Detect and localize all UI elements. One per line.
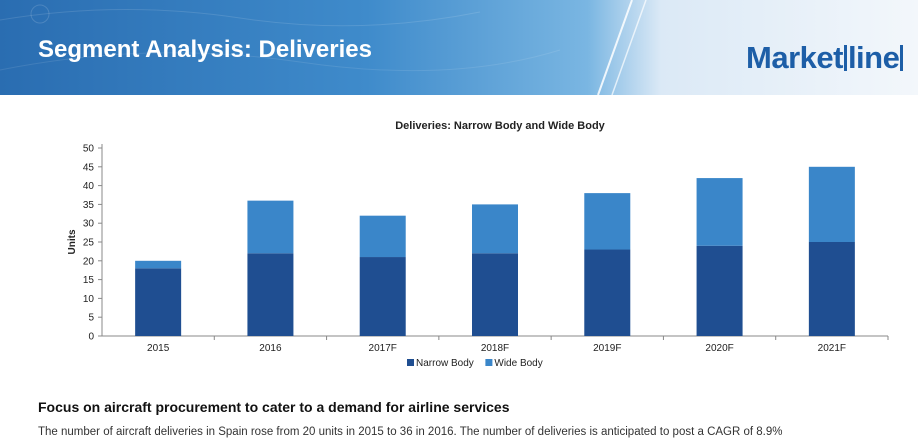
- logo-text-boxed: line: [843, 42, 904, 73]
- bar-wide-body: [808, 166, 855, 242]
- page-title: Segment Analysis: Deliveries: [38, 36, 372, 63]
- y-tick-label: 10: [83, 294, 95, 305]
- bar-narrow-body: [808, 242, 855, 336]
- x-tick-label: 2021F: [818, 343, 846, 354]
- chart-title: Deliveries: Narrow Body and Wide Body: [395, 120, 605, 132]
- bar-narrow-body: [696, 245, 743, 336]
- bar-wide-body: [472, 204, 518, 254]
- bar-wide-body: [696, 178, 743, 246]
- body-paragraph: The number of aircraft deliveries in Spa…: [38, 426, 783, 438]
- bar-narrow-body: [135, 268, 182, 336]
- marketline-logo: Market line: [746, 40, 904, 76]
- bar-narrow-body: [247, 253, 294, 336]
- legend-swatch-narrow-body: [407, 359, 414, 366]
- y-tick-label: 45: [83, 162, 95, 173]
- bar-wide-body: [135, 260, 182, 269]
- legend-swatch-wide-body: [485, 359, 493, 366]
- chart-container: Deliveries: Narrow Body and Wide Body 0 5 1…: [0, 95, 918, 385]
- x-tick-label: 2019F: [593, 343, 621, 354]
- y-tick-label: 50: [83, 144, 95, 155]
- x-tick-label: 2018F: [481, 343, 509, 354]
- bar-narrow-body: [584, 249, 631, 336]
- y-axis-label: Units: [67, 229, 78, 254]
- logo-text-main: Market: [746, 40, 843, 75]
- bar-wide-body: [359, 215, 406, 258]
- x-tick-label: 2015: [147, 343, 170, 354]
- y-tick-label: 5: [88, 313, 94, 324]
- x-tick-label: 2016: [259, 343, 282, 354]
- bar-wide-body: [584, 193, 631, 250]
- y-tick-label: 40: [83, 181, 95, 192]
- bar-narrow-body: [359, 257, 406, 336]
- y-tick-label: 0: [88, 332, 94, 343]
- legend-label-wide-body: Wide Body: [494, 358, 542, 369]
- banner-decoration: [0, 0, 647, 95]
- deliveries-chart: Deliveries: Narrow Body and Wide Body 0 5 1…: [67, 120, 889, 369]
- legend-label-narrow-body: Narrow Body: [416, 358, 474, 369]
- y-tick-label: 15: [83, 275, 95, 286]
- bar-narrow-body: [472, 253, 518, 336]
- bar-wide-body: [247, 200, 294, 254]
- y-tick-label: 35: [83, 200, 95, 211]
- x-tick-label: 2020F: [705, 343, 733, 354]
- section-heading: Focus on aircraft procurement to cater t…: [38, 399, 510, 415]
- header-banner: Segment Analysis: Deliveries Market line: [0, 0, 918, 95]
- y-tick-label: 20: [83, 256, 95, 267]
- y-tick-label: 25: [83, 238, 95, 249]
- y-tick-label: 30: [83, 219, 95, 230]
- x-tick-label: 2017F: [369, 343, 397, 354]
